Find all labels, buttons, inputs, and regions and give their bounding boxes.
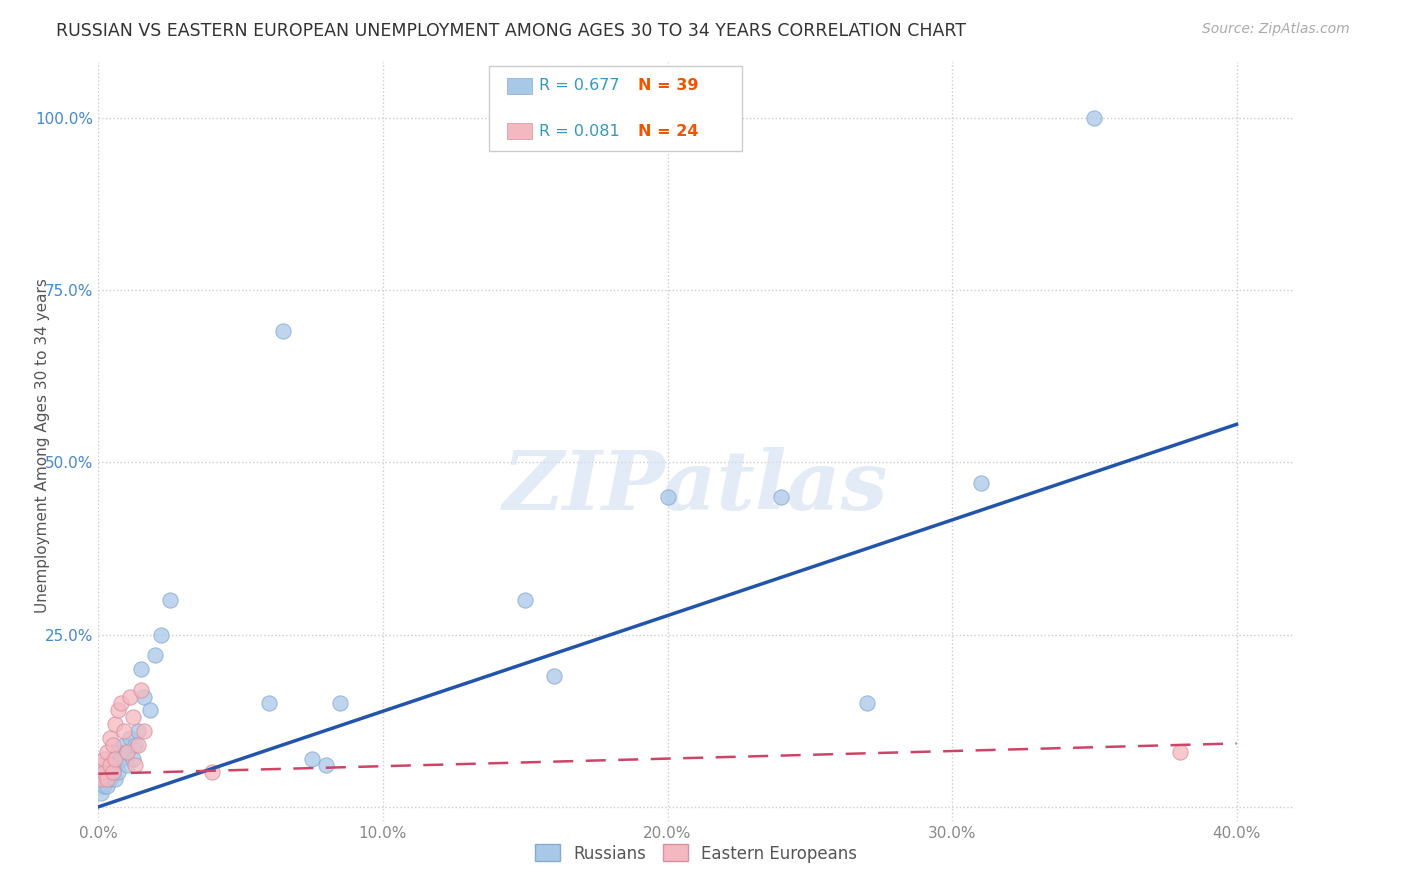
Point [93,765,115,780]
Point [110,697,132,711]
Text: N = 39: N = 39 [637,78,699,94]
Text: R = 0.677: R = 0.677 [538,78,620,94]
Point [1168,745,1191,759]
Point [121,710,143,724]
Point [90,758,112,772]
Point [129,662,152,676]
Point [301,751,323,765]
Point [90,786,112,800]
Point [201,765,224,780]
Text: Source: ZipAtlas.com: Source: ZipAtlas.com [1202,22,1350,37]
Text: N = 24: N = 24 [637,124,699,139]
Text: ZIPatlas: ZIPatlas [503,447,889,527]
Point [98,758,121,772]
Point [93,751,115,765]
Point [121,751,143,765]
Point [138,703,160,717]
Legend: Russians, Eastern Europeans: Russians, Eastern Europeans [529,838,863,869]
Text: Unemployment Among Ages 30 to 34 years: Unemployment Among Ages 30 to 34 years [35,278,49,614]
Point [129,682,152,697]
Point [127,738,149,752]
Point [107,703,129,717]
Point [329,697,352,711]
Point [110,751,132,765]
Point [101,765,124,780]
Point [969,475,991,490]
Point [104,751,127,765]
Point [132,724,155,739]
Point [96,745,118,759]
Point [257,697,280,711]
Point [124,738,146,752]
Point [112,724,135,739]
Point [101,765,124,780]
Point [118,731,141,745]
Point [96,772,118,787]
Point [118,690,141,704]
Point [159,593,181,607]
Point [96,765,118,780]
Text: R = 0.081: R = 0.081 [538,124,620,139]
Point [104,717,127,731]
Point [115,745,138,759]
Point [104,772,127,787]
Point [657,490,679,504]
Text: RUSSIAN VS EASTERN EUROPEAN UNEMPLOYMENT AMONG AGES 30 TO 34 YEARS CORRELATION C: RUSSIAN VS EASTERN EUROPEAN UNEMPLOYMENT… [56,22,966,40]
Point [101,751,124,765]
Point [96,779,118,793]
Point [315,758,337,772]
Point [107,765,129,780]
Point [115,758,138,772]
Point [543,669,565,683]
Point [104,758,127,772]
Point [98,758,121,772]
Point [112,738,135,752]
Point [150,627,173,641]
Point [855,697,877,711]
Point [127,724,149,739]
Point [98,772,121,787]
Point [273,324,295,338]
Point [770,490,793,504]
Point [93,779,115,793]
Point [90,772,112,787]
Point [1083,111,1105,125]
Point [124,758,146,772]
Point [132,690,155,704]
Point [101,738,124,752]
Point [515,593,537,607]
Point [93,772,115,787]
Point [143,648,166,663]
Point [107,745,129,759]
Point [115,745,138,759]
Point [98,731,121,745]
